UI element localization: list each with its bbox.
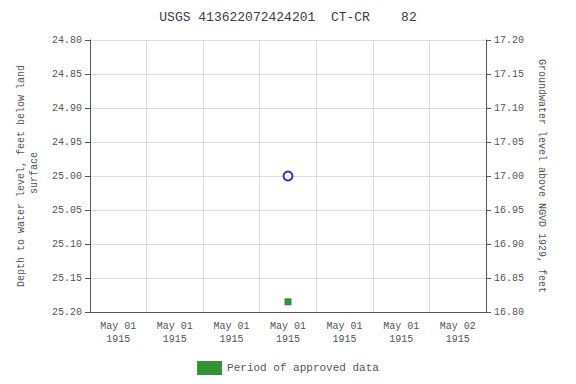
svg-text:surface: surface bbox=[29, 152, 40, 200]
svg-text:1915: 1915 bbox=[276, 334, 300, 345]
svg-text:16.95: 16.95 bbox=[494, 205, 524, 216]
svg-text:1915: 1915 bbox=[446, 334, 470, 345]
svg-text:May 01: May 01 bbox=[270, 321, 306, 332]
svg-text:Groundwater level above NGVD 1: Groundwater level above NGVD 1929, feet bbox=[536, 59, 547, 293]
svg-text:25.20: 25.20 bbox=[52, 307, 82, 318]
svg-text:Period of approved data: Period of approved data bbox=[227, 362, 379, 374]
svg-text:24.95: 24.95 bbox=[52, 137, 82, 148]
svg-text:1915: 1915 bbox=[163, 334, 187, 345]
svg-text:16.85: 16.85 bbox=[494, 273, 524, 284]
svg-text:16.80: 16.80 bbox=[494, 307, 524, 318]
svg-text:May 01: May 01 bbox=[157, 321, 193, 332]
svg-text:1915: 1915 bbox=[219, 334, 243, 345]
svg-text:25.10: 25.10 bbox=[52, 239, 82, 250]
svg-text:May 02: May 02 bbox=[440, 321, 476, 332]
svg-text:25.05: 25.05 bbox=[52, 205, 82, 216]
svg-text:17.15: 17.15 bbox=[494, 69, 524, 80]
svg-text:1915: 1915 bbox=[333, 334, 357, 345]
svg-text:May 01: May 01 bbox=[327, 321, 363, 332]
svg-text:17.20: 17.20 bbox=[494, 35, 524, 46]
svg-text:USGS 413622072424201 CT-CR: USGS 413622072424201 CT-CR 82 bbox=[159, 10, 416, 25]
svg-text:24.90: 24.90 bbox=[52, 103, 82, 114]
svg-text:May 01: May 01 bbox=[213, 321, 249, 332]
svg-text:16.90: 16.90 bbox=[494, 239, 524, 250]
svg-text:25.15: 25.15 bbox=[52, 273, 82, 284]
svg-text:Depth to water level, feet bel: Depth to water level, feet below land bbox=[16, 65, 27, 287]
svg-text:1915: 1915 bbox=[389, 334, 413, 345]
svg-text:24.85: 24.85 bbox=[52, 69, 82, 80]
svg-text:24.80: 24.80 bbox=[52, 35, 82, 46]
svg-text:25.00: 25.00 bbox=[52, 171, 82, 182]
svg-text:May 01: May 01 bbox=[383, 321, 419, 332]
svg-text:17.05: 17.05 bbox=[494, 137, 524, 148]
svg-text:17.00: 17.00 bbox=[494, 171, 524, 182]
svg-text:17.10: 17.10 bbox=[494, 103, 524, 114]
svg-text:1915: 1915 bbox=[106, 334, 130, 345]
svg-text:May 01: May 01 bbox=[100, 321, 136, 332]
